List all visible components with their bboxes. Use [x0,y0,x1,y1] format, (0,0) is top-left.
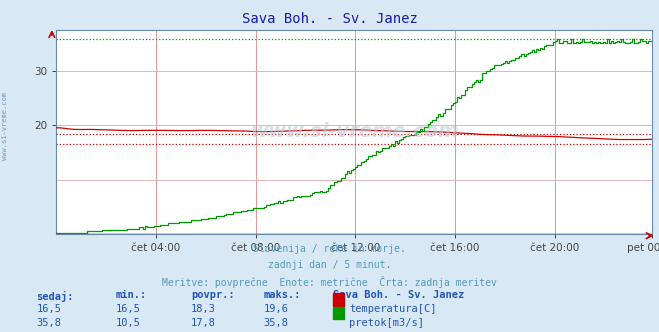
Text: 17,8: 17,8 [191,318,216,328]
Text: povpr.:: povpr.: [191,290,235,300]
Text: Slovenija / reke in morje.: Slovenija / reke in morje. [253,244,406,254]
Text: Sava Boh. - Sv. Janez: Sava Boh. - Sv. Janez [242,12,417,26]
Text: www.si-vreme.com: www.si-vreme.com [250,123,459,141]
Text: 16,5: 16,5 [115,304,140,314]
Text: 16,5: 16,5 [36,304,61,314]
Text: min.:: min.: [115,290,146,300]
Text: zadnji dan / 5 minut.: zadnji dan / 5 minut. [268,260,391,270]
Text: 35,8: 35,8 [36,318,61,328]
Text: 10,5: 10,5 [115,318,140,328]
Text: maks.:: maks.: [264,290,301,300]
Text: pretok[m3/s]: pretok[m3/s] [349,318,424,328]
Text: Sava Boh. - Sv. Janez: Sava Boh. - Sv. Janez [333,290,464,300]
Text: 18,3: 18,3 [191,304,216,314]
Text: www.si-vreme.com: www.si-vreme.com [2,92,9,160]
Text: temperatura[C]: temperatura[C] [349,304,437,314]
Text: 19,6: 19,6 [264,304,289,314]
Text: 35,8: 35,8 [264,318,289,328]
Text: sedaj:: sedaj: [36,290,74,301]
Text: Meritve: povprečne  Enote: metrične  Črta: zadnja meritev: Meritve: povprečne Enote: metrične Črta:… [162,276,497,288]
